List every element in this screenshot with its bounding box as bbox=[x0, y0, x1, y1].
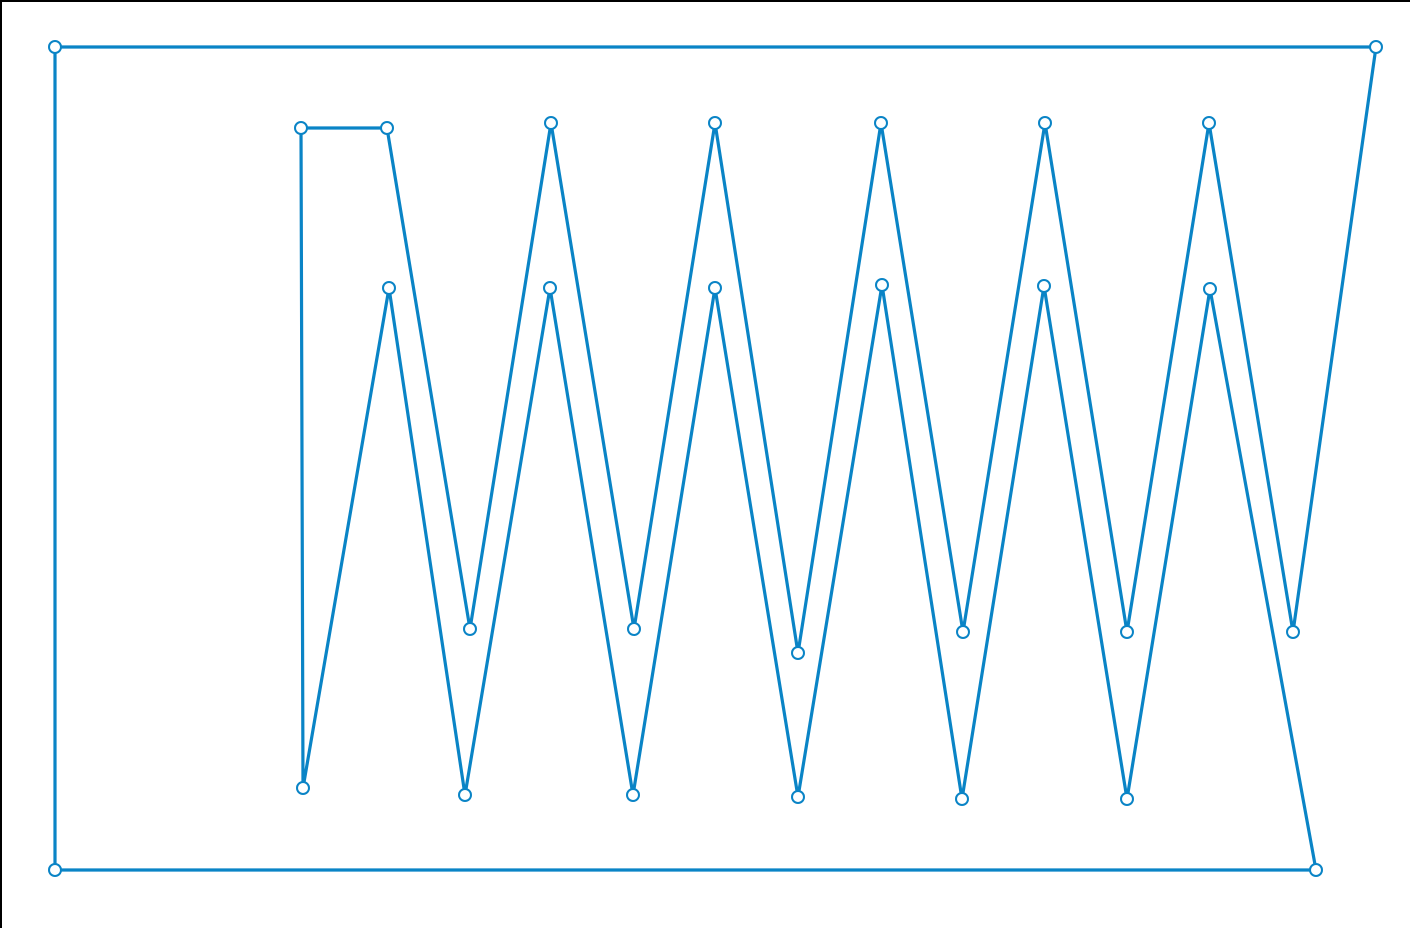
vertex-handle[interactable] bbox=[955, 792, 969, 806]
vertex-handle[interactable] bbox=[294, 121, 308, 135]
vertex-handle[interactable] bbox=[1309, 863, 1323, 877]
vertex-handle[interactable] bbox=[1038, 116, 1052, 130]
vertex-handle[interactable] bbox=[1037, 279, 1051, 293]
vertex-handle[interactable] bbox=[1203, 282, 1217, 296]
vertex-handle[interactable] bbox=[48, 40, 62, 54]
vertex-handle[interactable] bbox=[48, 863, 62, 877]
vertex-layer bbox=[48, 40, 1383, 877]
vertex-handle[interactable] bbox=[1286, 625, 1300, 639]
vertex-handle[interactable] bbox=[626, 788, 640, 802]
vertex-handle[interactable] bbox=[544, 116, 558, 130]
vertex-handle[interactable] bbox=[875, 278, 889, 292]
vertex-handle[interactable] bbox=[791, 790, 805, 804]
vertex-handle[interactable] bbox=[463, 622, 477, 636]
vertex-handle[interactable] bbox=[708, 281, 722, 295]
vertex-handle[interactable] bbox=[708, 116, 722, 130]
frame-top-edge bbox=[0, 0, 1410, 2]
vertex-handle[interactable] bbox=[627, 622, 641, 636]
vertex-handle[interactable] bbox=[956, 625, 970, 639]
vertex-handle[interactable] bbox=[1202, 116, 1216, 130]
frame-left-edge bbox=[0, 0, 2, 928]
vertex-handle[interactable] bbox=[296, 781, 310, 795]
vertex-handle[interactable] bbox=[1120, 625, 1134, 639]
vertex-handle[interactable] bbox=[874, 116, 888, 130]
vertex-handle[interactable] bbox=[380, 121, 394, 135]
vertex-handle[interactable] bbox=[382, 281, 396, 295]
vertex-handle[interactable] bbox=[458, 788, 472, 802]
polygon-outline bbox=[53, 45, 1378, 872]
vertex-handle[interactable] bbox=[791, 646, 805, 660]
polygon-path-layer bbox=[53, 45, 1378, 872]
vertex-handle[interactable] bbox=[1120, 792, 1134, 806]
vertex-handle[interactable] bbox=[543, 281, 557, 295]
vertex-handle[interactable] bbox=[1369, 40, 1383, 54]
